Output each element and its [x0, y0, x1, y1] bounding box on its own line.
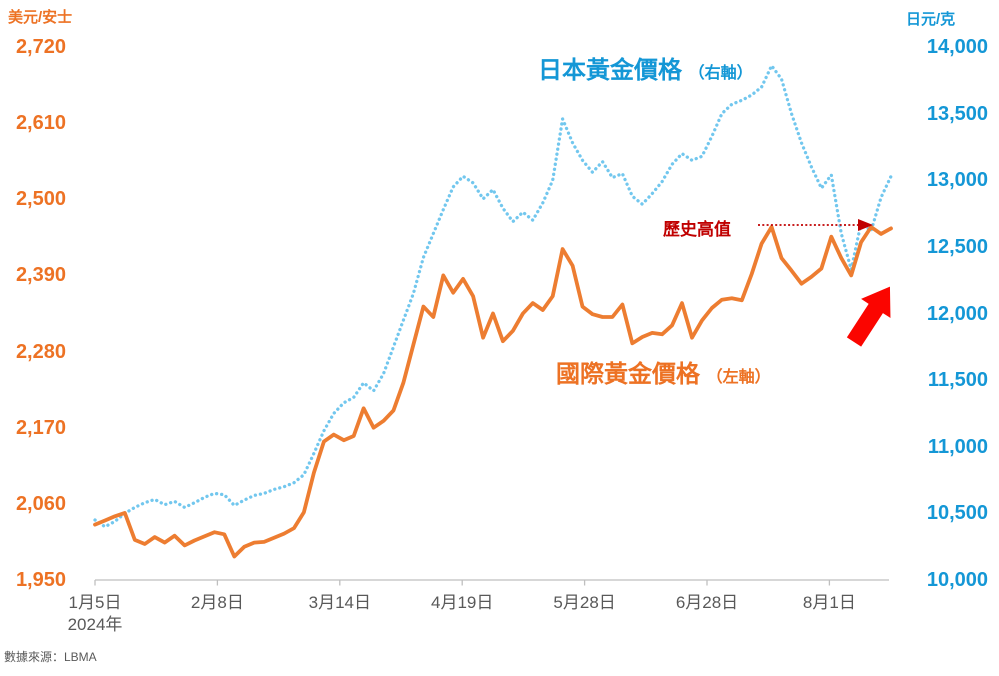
right-axis-unit: 日元/克 [906, 11, 956, 28]
international-gold-price-line [93, 225, 893, 559]
y-axis-tick-label-left: 2,390 [15, 264, 66, 287]
x-axis-tickmarks [94, 580, 831, 586]
x-axis-tick-label: 4月19日 [431, 593, 494, 612]
japan-gold-price-line [93, 62, 893, 529]
intl-axis-note: （左軸） [706, 369, 771, 386]
y-axis-tick-label-right: 11,500 [927, 369, 988, 392]
japan-series-name: 日本黃金價格 [538, 57, 682, 84]
intl-series-label: 國際黃金價格 （左軸） [556, 354, 771, 389]
x-axis-tick-label: 5月28日 [553, 593, 616, 612]
x-axis-tick-label: 3月14日 [308, 593, 371, 612]
historic-high-arrow [758, 219, 873, 231]
y-axis-tick-label-left: 2,170 [15, 416, 66, 439]
x-axis-year-label: 2024年 [67, 615, 123, 634]
y-axis-tick-label-right: 11,000 [927, 435, 988, 458]
y-axis-tick-label-left: 2,060 [15, 492, 66, 515]
y-axis-tick-label-right: 10,500 [926, 502, 988, 525]
historic-high-label: 歷史高值 [663, 220, 731, 239]
x-axis-tick-label: 2月8日 [190, 593, 244, 612]
y-axis-tick-label-left: 2,720 [15, 36, 66, 58]
x-axis-tick-label: 8月1日 [802, 593, 856, 612]
y-axis-tick-label-left: 2,500 [15, 188, 66, 211]
x-axis-tick-label: 6月28日 [675, 593, 739, 612]
y-axis-tick-label-left: 2,610 [15, 112, 66, 135]
left-axis-unit: 美元/安士 [8, 9, 73, 26]
y-axis-tick-label-left: 2,280 [15, 340, 66, 363]
y-axis-tick-label-left: 1,950 [15, 569, 66, 591]
x-axis-tick-label: 1月5日 2024年 [40, 592, 150, 636]
data-source-note: 數據來源：LBMA [4, 650, 97, 664]
y-axis-tick-label-right: 14,000 [926, 36, 988, 58]
japan-series-label: 日本黃金價格 （右軸） [538, 50, 753, 85]
intl-series-name: 國際黃金價格 [556, 361, 700, 388]
y-axis-tick-label-right: 13,000 [926, 169, 988, 192]
japan-axis-note: （右軸） [688, 65, 753, 82]
y-axis-tick-label-right: 12,000 [926, 302, 988, 325]
surge-arrow-icon [846, 286, 891, 347]
y-axis-tick-label-right: 13,500 [926, 102, 988, 125]
y-axis-tick-label-right: 12,500 [926, 235, 988, 258]
y-axis-tick-label-right: 10,000 [926, 569, 988, 591]
